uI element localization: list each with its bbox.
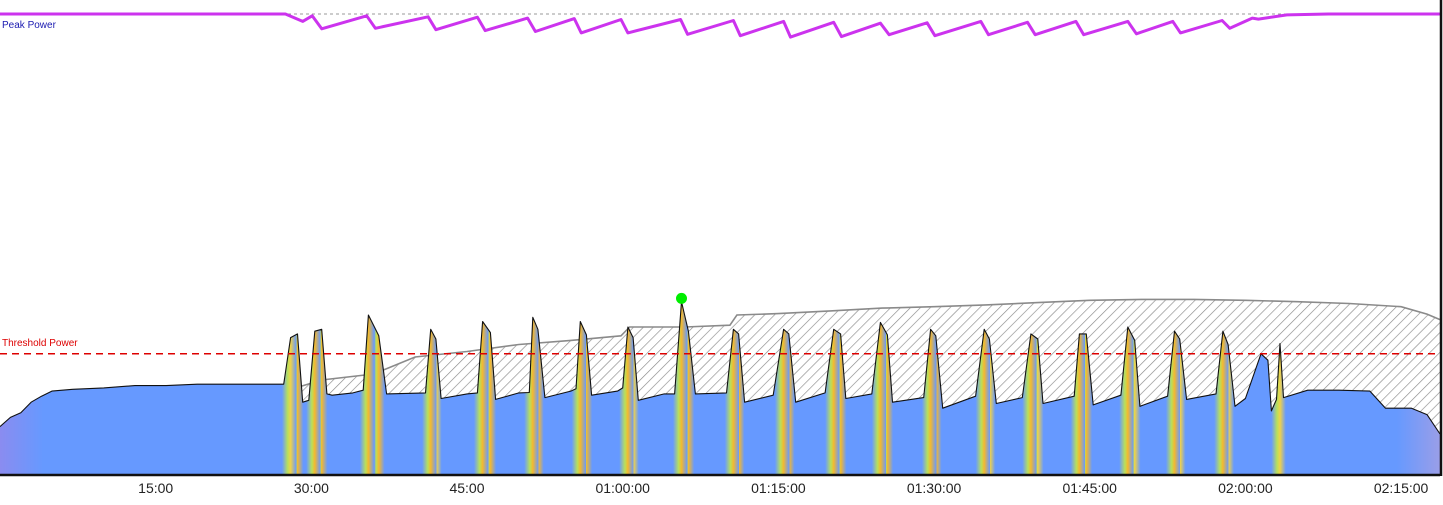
power-line — [0, 301, 1440, 435]
x-tick-label: 02:15:00 — [1374, 480, 1429, 496]
power-area — [0, 301, 1440, 475]
x-tick-label: 30:00 — [294, 480, 329, 496]
x-tick-label: 01:00:00 — [595, 480, 650, 496]
reference-lines: Peak Power Threshold Power — [0, 12, 1440, 355]
x-tick-label: 01:45:00 — [1062, 480, 1117, 496]
x-tick-label: 01:30:00 — [907, 480, 962, 496]
peak-power-label: Peak Power — [2, 20, 57, 31]
x-tick-label: 01:15:00 — [751, 480, 806, 496]
highlight-point[interactable] — [676, 292, 687, 304]
x-tick-label: 45:00 — [449, 480, 484, 496]
x-tick-label: 02:00:00 — [1218, 480, 1273, 496]
x-tick-label: 15:00 — [138, 480, 173, 496]
threshold-power-label: Threshold Power — [2, 338, 78, 349]
plot-area — [0, 298, 1440, 475]
peak-power-trace — [0, 12, 1440, 39]
